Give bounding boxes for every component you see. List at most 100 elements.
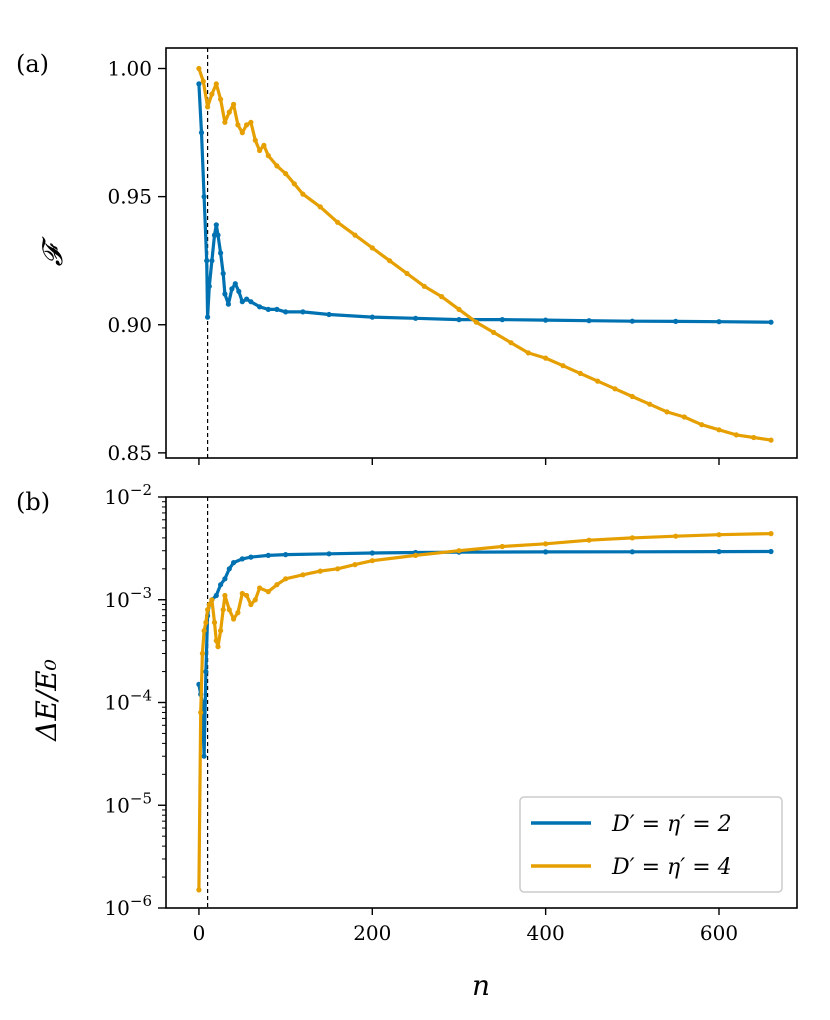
- data-point: [369, 314, 375, 320]
- data-point: [226, 566, 232, 572]
- data-point: [456, 548, 462, 554]
- data-point: [352, 562, 358, 568]
- data-point: [369, 245, 375, 251]
- data-point: [201, 628, 207, 634]
- data-point: [577, 370, 583, 376]
- y-tick-label: 10−6: [104, 892, 152, 920]
- data-point: [222, 576, 228, 582]
- data-point: [456, 317, 462, 323]
- data-point: [317, 204, 323, 210]
- data-point: [274, 582, 280, 588]
- data-point: [300, 572, 306, 578]
- data-point: [252, 597, 258, 603]
- data-point: [218, 250, 224, 256]
- y-tick-label: 10−4: [104, 687, 152, 715]
- legend-label-series-1: D′ = η′ = 2: [611, 812, 732, 837]
- data-point: [491, 329, 497, 335]
- data-point: [421, 283, 427, 289]
- data-point: [629, 393, 635, 400]
- panel-b-label: (b): [16, 488, 50, 516]
- data-point: [201, 194, 207, 200]
- data-point: [404, 270, 410, 277]
- data-point: [673, 533, 679, 539]
- data-point: [699, 422, 705, 428]
- data-point: [586, 318, 592, 324]
- series-line-2: [197, 67, 772, 442]
- x-tick-label: 400: [527, 921, 565, 945]
- data-point: [586, 537, 592, 543]
- data-point: [664, 409, 670, 415]
- data-point: [560, 363, 566, 369]
- data-point: [456, 306, 462, 312]
- data-point: [198, 130, 205, 136]
- data-point: [201, 753, 207, 759]
- data-point: [235, 610, 241, 616]
- data-point: [300, 309, 306, 315]
- y-tick-label: 0.90: [107, 313, 152, 337]
- data-point: [196, 887, 202, 893]
- panel-a-ylabel: 𝓕: [36, 236, 69, 266]
- data-point: [213, 222, 219, 228]
- data-point: [768, 437, 774, 443]
- data-point: [239, 299, 245, 305]
- legend: D′ = η′ = 2 D′ = η′ = 4: [519, 796, 783, 893]
- x-tick-label: 600: [700, 921, 738, 945]
- data-point: [215, 644, 221, 650]
- data-point: [612, 386, 618, 392]
- data-point: [231, 616, 237, 622]
- data-point: [248, 299, 254, 305]
- data-point: [200, 78, 206, 84]
- data-point: [629, 549, 635, 555]
- data-point: [248, 119, 254, 125]
- data-point: [231, 101, 237, 107]
- data-point: [716, 532, 722, 538]
- data-point: [232, 281, 238, 287]
- y-tick-label: 10−3: [104, 584, 152, 612]
- data-point: [239, 590, 245, 597]
- y-tick-label: 0.95: [107, 185, 152, 209]
- data-point: [283, 576, 289, 582]
- data-point: [209, 597, 215, 603]
- data-point: [218, 96, 224, 102]
- data-point: [335, 566, 341, 572]
- panel-b-plot: 0 200 400 600 10−6 10−5 10−4 10−3 10−2: [104, 481, 798, 945]
- y-tick-label: 1.00: [107, 57, 152, 81]
- y-tick-label: 0.85: [107, 441, 152, 465]
- data-point: [265, 552, 271, 559]
- data-point: [716, 319, 722, 325]
- data-point: [681, 414, 687, 420]
- data-point: [199, 650, 205, 657]
- data-point: [326, 311, 332, 318]
- data-point: [222, 592, 228, 599]
- data-point: [252, 137, 258, 143]
- data-point: [239, 130, 245, 136]
- axes-frame: [165, 47, 798, 459]
- data-point: [203, 669, 209, 675]
- data-point: [222, 291, 228, 297]
- data-point: [335, 219, 341, 225]
- data-point: [352, 232, 358, 238]
- panel-b-ylabel: ΔE/E₀: [30, 659, 63, 742]
- data-point: [220, 607, 226, 613]
- data-point: [413, 315, 419, 321]
- data-point: [283, 552, 289, 558]
- data-point: [326, 551, 332, 557]
- data-point: [265, 153, 271, 159]
- data-point: [209, 258, 215, 264]
- data-point: [244, 122, 250, 128]
- data-point: [218, 582, 224, 588]
- data-point: [751, 434, 757, 441]
- data-point: [629, 535, 635, 541]
- data-point: [215, 232, 221, 238]
- data-point: [733, 432, 739, 438]
- data-point: [499, 317, 505, 323]
- data-point: [235, 122, 241, 128]
- y-tick-label: 10−5: [104, 789, 152, 817]
- data-point: [629, 318, 635, 324]
- data-point: [211, 619, 218, 626]
- data-point: [209, 91, 215, 97]
- data-point: [473, 319, 479, 325]
- data-point: [213, 638, 219, 644]
- data-point: [265, 589, 271, 595]
- data-point: [231, 560, 237, 566]
